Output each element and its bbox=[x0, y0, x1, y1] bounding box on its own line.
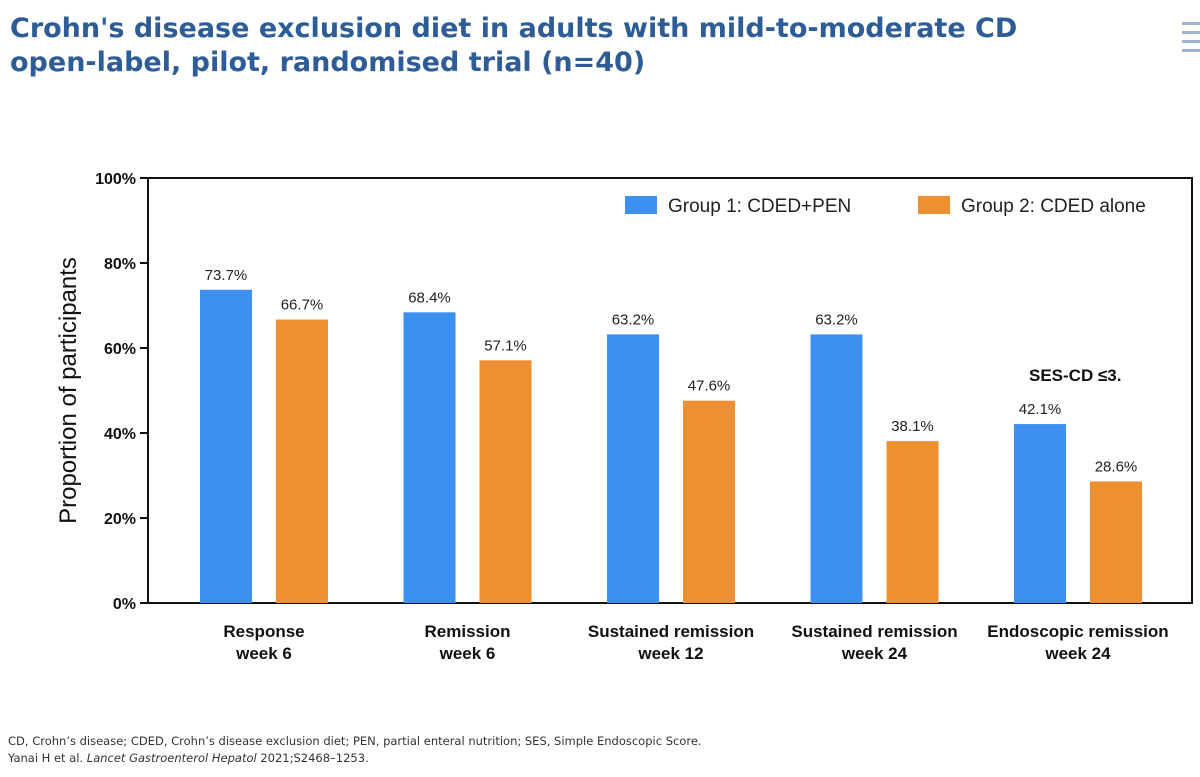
ses-cd-annotation: SES-CD ≤3. bbox=[1029, 366, 1121, 385]
legend: Group 1: CDED+PEN Group 2: CDED alone bbox=[625, 196, 1146, 217]
logo-mark-icon bbox=[1182, 22, 1200, 62]
bar-group2 bbox=[683, 400, 735, 603]
x-tick-label: Sustained remission bbox=[791, 622, 957, 641]
x-axis-labels: Response week 6 Remission week 6 Sustained r… bbox=[223, 622, 1168, 663]
x-tick-label: week 6 bbox=[235, 644, 292, 663]
footnotes: CD, Crohn’s disease; CDED, Crohn’s disea… bbox=[8, 733, 702, 767]
bar-group1 bbox=[403, 312, 456, 603]
legend-swatch bbox=[918, 196, 950, 214]
chart-frame bbox=[147, 177, 1193, 604]
legend-label: Group 1: CDED+PEN bbox=[668, 196, 851, 217]
title-line-1: Crohn's disease exclusion diet in adults… bbox=[10, 13, 1018, 44]
data-label: 57.1% bbox=[484, 337, 527, 354]
data-label: 73.7% bbox=[205, 267, 248, 284]
y-tick-label: 80% bbox=[104, 256, 136, 273]
annotations: SES-CD ≤3. bbox=[1029, 366, 1121, 385]
y-axis-title: Proportion of participants bbox=[55, 257, 82, 524]
slide-title: Crohn's disease exclusion diet in adults… bbox=[10, 12, 1017, 80]
x-tick-label: Endoscopic remission bbox=[987, 622, 1168, 641]
x-tick-label: week 24 bbox=[1044, 644, 1111, 663]
x-tick-label: Response bbox=[223, 622, 304, 641]
plot-border bbox=[147, 177, 1193, 604]
bar-group1 bbox=[810, 334, 863, 603]
data-label: 38.1% bbox=[891, 418, 934, 435]
x-tick-label: week 6 bbox=[439, 644, 496, 663]
bar-group2 bbox=[1090, 481, 1142, 603]
x-tick-label: Remission bbox=[425, 622, 511, 641]
y-tick-label: 0% bbox=[113, 596, 136, 613]
citation: Yanai H et al. Lancet Gastroenterol Hepa… bbox=[8, 750, 702, 767]
citation-journal: Lancet Gastroenterol Hepatol bbox=[86, 751, 257, 765]
data-label: 47.6% bbox=[688, 378, 731, 395]
bar-group2 bbox=[886, 441, 939, 603]
bar-group1 bbox=[607, 334, 659, 603]
bar-group2 bbox=[479, 360, 532, 603]
legend-label: Group 2: CDED alone bbox=[961, 196, 1146, 217]
bars: 73.7% 66.7% 68.4% 57.1% 63.2% 47.6% 63.2% 38.1%… bbox=[200, 267, 1142, 603]
x-tick-label: week 24 bbox=[841, 644, 908, 663]
bar-chart: 0% 20% 40% 60% 80% 100% Proportion of particip… bbox=[55, 171, 1193, 663]
x-tick-label: Sustained remission bbox=[588, 622, 754, 641]
citation-details: 2021;S2468–1253. bbox=[260, 751, 369, 765]
bar-group1 bbox=[200, 289, 252, 603]
y-tick-label: 40% bbox=[104, 426, 136, 443]
abbreviations-note: CD, Crohn’s disease; CDED, Crohn’s disea… bbox=[8, 734, 702, 748]
y-tick-label: 20% bbox=[104, 511, 136, 528]
data-label: 68.4% bbox=[408, 289, 451, 306]
bar-group1 bbox=[1014, 424, 1066, 603]
data-label: 42.1% bbox=[1019, 401, 1062, 418]
y-tick-label: 100% bbox=[95, 171, 136, 188]
legend-swatch bbox=[625, 196, 657, 214]
data-label: 63.2% bbox=[612, 311, 655, 328]
data-label: 63.2% bbox=[815, 311, 858, 328]
x-tick-label: week 12 bbox=[637, 644, 703, 663]
y-tick-label: 60% bbox=[104, 341, 136, 358]
citation-authors: Yanai H et al. bbox=[8, 751, 84, 765]
data-label: 66.7% bbox=[281, 297, 324, 314]
data-label: 28.6% bbox=[1095, 458, 1138, 475]
title-line-2: open-label, pilot, randomised trial (n=4… bbox=[10, 47, 646, 78]
y-axis: 0% 20% 40% 60% 80% 100% Proportion of particip… bbox=[55, 171, 148, 613]
bar-group2 bbox=[276, 319, 328, 603]
